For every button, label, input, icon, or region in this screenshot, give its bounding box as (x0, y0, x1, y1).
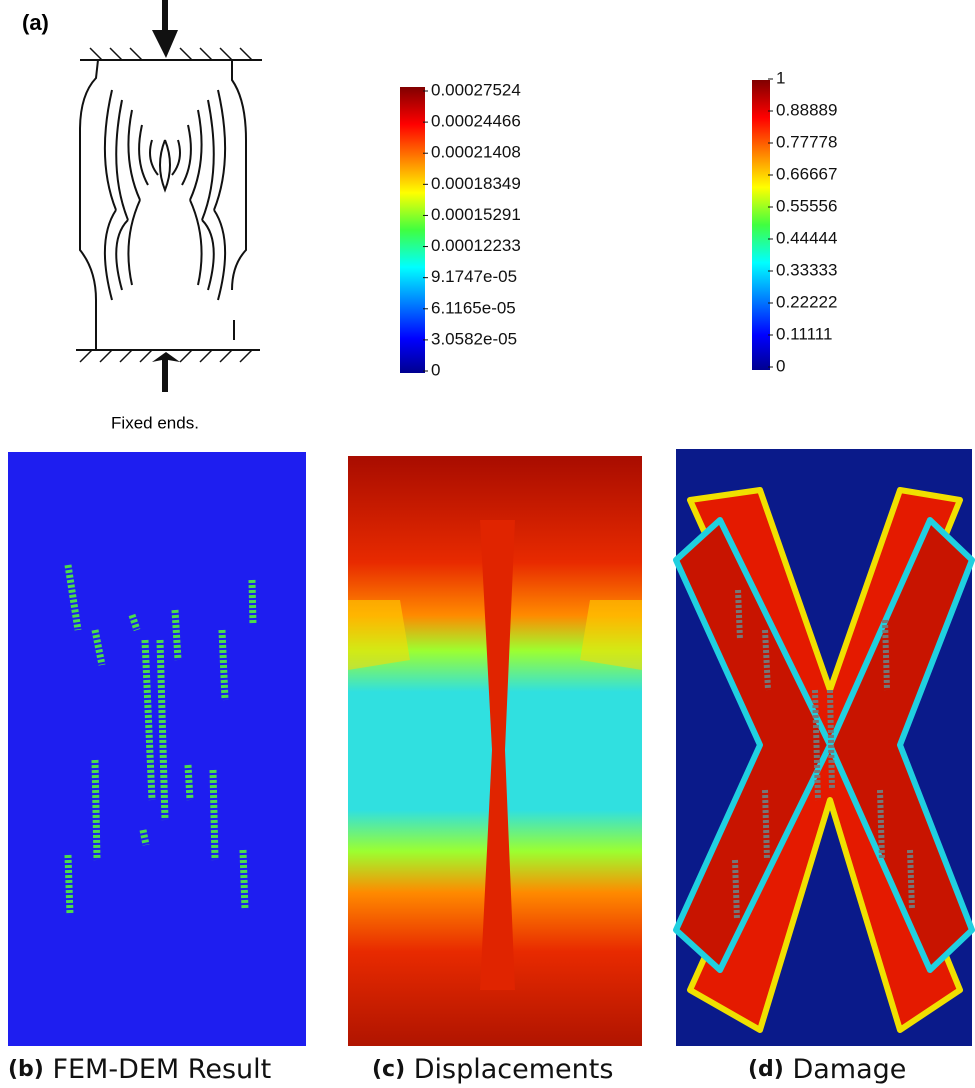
colorbar (400, 87, 425, 373)
specimen-sketch (76, 48, 262, 362)
colorbar (752, 80, 770, 370)
colorbar-labels: 1 0.88889 0.77778 0.66667 0.55556 0.44444 0.33… (768, 68, 837, 375)
figure: (a) Fixed ends. 0.000275240.000244660.00… (0, 0, 975, 1088)
caption-text: Displacements (414, 1054, 614, 1085)
colorbar-label: 3.0582e-05 (431, 329, 517, 348)
panel-caption: (c) Displacements (372, 1054, 613, 1085)
caption-text: Damage (792, 1054, 906, 1085)
colorbar-label: 9.1747e-05 (431, 267, 517, 286)
panel-caption: (b) FEM-DEM Result (8, 1054, 271, 1085)
colorbar-label: 0.55556 (776, 196, 837, 215)
colorbar-label: 0.66667 (776, 164, 837, 183)
colorbar-label: 0.22222 (776, 292, 837, 311)
colorbar-label: 1 (776, 68, 785, 87)
sketch-caption: Fixed ends. (111, 413, 199, 432)
colorbar-label: 0.33333 (776, 260, 837, 279)
colorbar-label: 0.00012233 (431, 236, 521, 255)
colorbar-label: 0.00015291 (431, 205, 521, 224)
colorbar-label: 0.88889 (776, 100, 837, 119)
colorbar-label: 0.00018349 (431, 174, 521, 193)
caption-text: FEM-DEM Result (52, 1054, 271, 1085)
colorbar-label: 6.1165e-05 (431, 298, 516, 317)
colorbar-label: 0.11111 (776, 324, 832, 343)
panel-label: (c) (372, 1057, 405, 1082)
colorbar-label: 0.00027524 (431, 80, 521, 99)
colorbar-label: 0 (776, 356, 785, 375)
panel-label: (d) (748, 1057, 784, 1082)
colorbar-label: 0.44444 (776, 228, 837, 247)
colorbar-label: 0.00024466 (431, 112, 521, 131)
colorbar-labels: 0.00027524 0.00024466 0.00021408 0.00018349… (423, 80, 521, 379)
panel-label: (a) (22, 10, 49, 35)
colorbar-label: 0.00021408 (431, 143, 521, 162)
load-arrow (152, 0, 178, 58)
load-arrow (152, 352, 180, 392)
panel-label: (b) (8, 1057, 44, 1082)
panel-caption: (d) Damage (748, 1054, 906, 1085)
colorbar-label: 0.77778 (776, 132, 837, 151)
colorbar-label: 0 (431, 360, 440, 379)
fem-dem-plot (8, 452, 306, 1046)
